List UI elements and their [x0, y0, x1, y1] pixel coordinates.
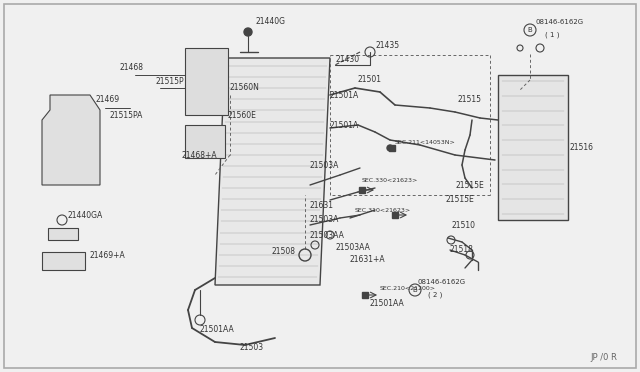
Text: 21503A: 21503A	[310, 215, 339, 224]
Text: 21515E: 21515E	[455, 180, 484, 189]
Text: 21515: 21515	[458, 96, 482, 105]
Text: 21560E: 21560E	[228, 110, 257, 119]
Text: 21503A: 21503A	[310, 160, 339, 170]
Text: 21501A: 21501A	[330, 90, 359, 99]
Text: 21501: 21501	[358, 76, 382, 84]
Text: 21518: 21518	[450, 246, 474, 254]
Polygon shape	[42, 252, 85, 270]
Text: 21515E: 21515E	[445, 196, 474, 205]
Text: SEC.211<14053N>: SEC.211<14053N>	[395, 140, 456, 144]
Text: 21508: 21508	[272, 247, 296, 257]
Text: 21515PA: 21515PA	[110, 110, 143, 119]
Text: 21469: 21469	[95, 96, 119, 105]
FancyBboxPatch shape	[185, 48, 228, 115]
Text: 08146-6162G: 08146-6162G	[418, 279, 466, 285]
Text: ( 1 ): ( 1 )	[545, 32, 559, 38]
Text: 21503AA: 21503AA	[310, 231, 345, 240]
Text: 21516: 21516	[570, 144, 594, 153]
Polygon shape	[48, 228, 78, 240]
Text: 21503AA: 21503AA	[335, 244, 370, 253]
Text: 21515P: 21515P	[155, 77, 184, 87]
Text: 21440GA: 21440GA	[68, 211, 103, 219]
FancyBboxPatch shape	[185, 125, 225, 158]
Text: SEC.210<21200>: SEC.210<21200>	[380, 285, 436, 291]
Polygon shape	[42, 95, 100, 185]
Text: 21469+A: 21469+A	[90, 250, 125, 260]
Text: 21501AA: 21501AA	[370, 298, 404, 308]
Text: 21503: 21503	[240, 343, 264, 353]
Text: JP /0 R: JP /0 R	[590, 353, 617, 362]
Text: SEC.330<21623>: SEC.330<21623>	[362, 177, 419, 183]
Text: 21430: 21430	[335, 55, 359, 64]
Text: 21631: 21631	[310, 201, 334, 209]
Text: B: B	[413, 287, 417, 293]
Polygon shape	[215, 58, 330, 285]
FancyBboxPatch shape	[498, 75, 568, 220]
Text: 21468+A: 21468+A	[182, 151, 218, 160]
Text: 21435: 21435	[375, 41, 399, 49]
Text: 21510: 21510	[452, 221, 476, 230]
Text: SEC.310<21623>: SEC.310<21623>	[355, 208, 411, 212]
Text: 21501AA: 21501AA	[200, 326, 235, 334]
Circle shape	[244, 28, 252, 36]
Text: ( 2 ): ( 2 )	[428, 292, 442, 298]
Text: 21631+A: 21631+A	[350, 256, 386, 264]
Circle shape	[387, 145, 393, 151]
Text: 21468: 21468	[120, 64, 144, 73]
Text: B: B	[527, 27, 532, 33]
Text: 08146-6162G: 08146-6162G	[535, 19, 583, 25]
Text: 21440G: 21440G	[255, 17, 285, 26]
Text: 21560N: 21560N	[230, 83, 260, 93]
Text: 21501A: 21501A	[330, 121, 359, 129]
